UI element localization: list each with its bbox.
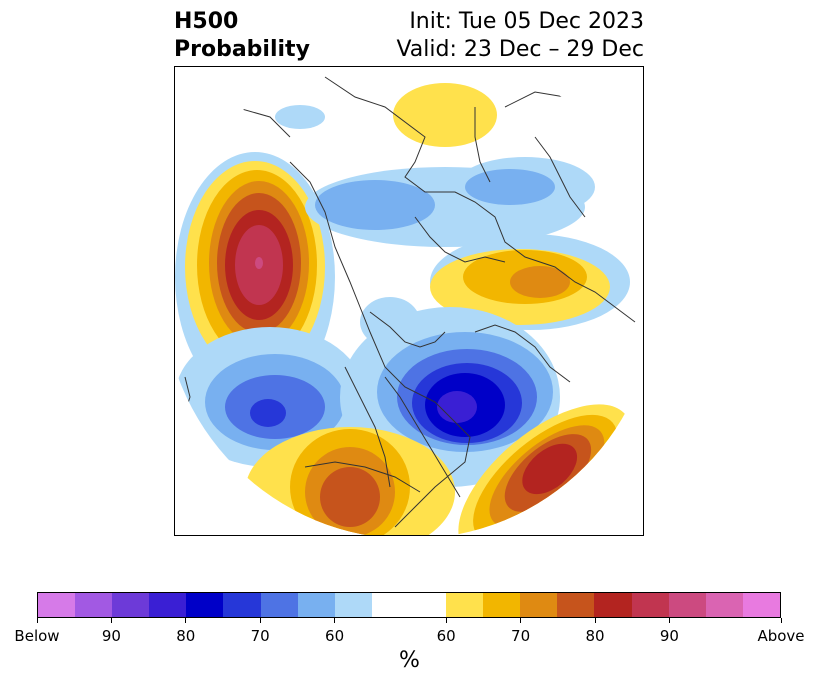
- colorbar-tick-mark: [520, 618, 522, 623]
- colorbar-tick-label: Above: [757, 627, 805, 645]
- anomaly-below-canada: [437, 391, 477, 423]
- colorbar-tick-label: 90: [659, 627, 679, 645]
- colorbar-segment: [149, 593, 187, 617]
- init-date: Init: Tue 05 Dec 2023: [409, 9, 644, 34]
- anomaly-above-atlantic: [522, 443, 578, 495]
- colorbar-tick-label: 80: [176, 627, 196, 645]
- colorbar-tick-mark: [185, 618, 187, 623]
- map-title: H500 Probability: [174, 8, 310, 64]
- colorbar-tick-mark: [334, 618, 336, 623]
- colorbar-segment: [297, 593, 335, 617]
- anomaly-below-arctic: [465, 169, 555, 205]
- anomaly-above-pacific: [255, 257, 263, 269]
- colorbar-tick-mark: [36, 618, 38, 623]
- colorbar-tick-label: 90: [101, 627, 121, 645]
- colorbar-segment: [223, 593, 261, 617]
- colorbar-tick-mark: [668, 618, 670, 623]
- colorbar-segment: [631, 593, 669, 617]
- colorbar-segment: [371, 593, 409, 617]
- anomaly-below-arctic: [315, 180, 435, 230]
- valid-range: Valid: 23 Dec – 29 Dec: [396, 37, 644, 62]
- colorbar-segment: [520, 593, 558, 617]
- colorbar-tick-mark: [594, 618, 596, 623]
- anomaly-above-europe: [510, 266, 570, 298]
- colorbar-segment: [75, 593, 113, 617]
- probability-map: [174, 66, 644, 536]
- colorbar-unit-label: %: [399, 648, 420, 673]
- title-type: Probability: [174, 37, 310, 62]
- colorbar-segment: [112, 593, 150, 617]
- colorbar-tick-label: Below: [14, 627, 60, 645]
- map-dates: Init: Tue 05 Dec 2023 Valid: 23 Dec – 29…: [396, 8, 644, 64]
- colorbar-tick-label: 60: [436, 627, 456, 645]
- anomaly-below-alaska-small: [360, 297, 420, 347]
- colorbar-tick-label: 70: [511, 627, 531, 645]
- anomaly-above-siberia: [393, 83, 497, 147]
- colorbar-segment: [557, 593, 595, 617]
- colorbar-segment: [594, 593, 632, 617]
- colorbar-segment: [668, 593, 706, 617]
- anomaly-above-southwest: [320, 467, 380, 527]
- anomaly-below-pacific-trough: [250, 399, 286, 427]
- map-canvas: [175, 76, 641, 535]
- colorbar-tick-label: 70: [250, 627, 270, 645]
- colorbar: [37, 592, 781, 618]
- colorbar-segment: [186, 593, 224, 617]
- colorbar-segment: [408, 593, 447, 617]
- colorbar-tick-mark: [445, 618, 447, 623]
- colorbar-segment: [38, 593, 76, 617]
- colorbar-segment: [742, 593, 780, 617]
- colorbar-segment: [446, 593, 484, 617]
- colorbar-segment: [334, 593, 372, 617]
- colorbar-tick-label: 80: [585, 627, 605, 645]
- colorbar-segment: [705, 593, 743, 617]
- colorbar-tick-mark: [110, 618, 112, 623]
- title-variable: H500: [174, 9, 239, 34]
- colorbar-tick-label: 60: [325, 627, 345, 645]
- colorbar-tick-mark: [259, 618, 261, 623]
- colorbar-tick-mark: [780, 618, 782, 623]
- colorbar-segment: [483, 593, 521, 617]
- anomaly-below-arctic: [275, 105, 325, 129]
- colorbar-segment: [260, 593, 298, 617]
